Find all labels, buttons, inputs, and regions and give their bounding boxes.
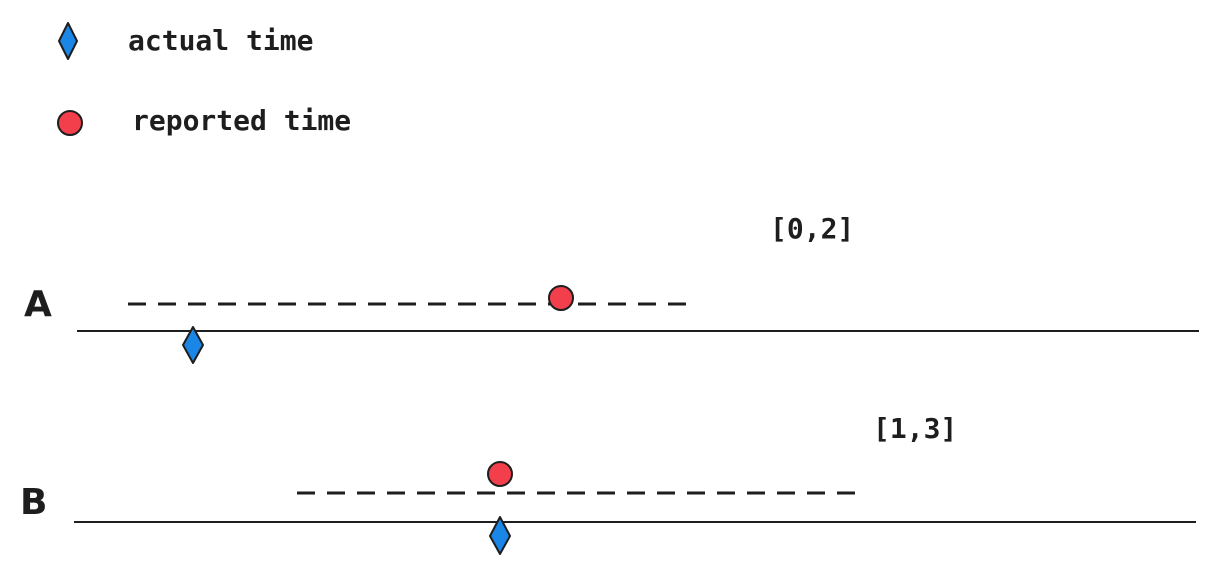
legend: actual time reported time	[57, 22, 351, 137]
row-a-actual-time-marker	[182, 326, 204, 364]
row-a-reported-time-marker	[548, 285, 574, 311]
row-a: A [0,2]	[24, 212, 1199, 364]
row-b-interval-label: [1,3]	[873, 412, 957, 445]
row-a-interval-label: [0,2]	[770, 212, 854, 245]
actual-time-diamond-icon	[58, 22, 78, 60]
reported-time-circle-icon	[57, 110, 83, 136]
row-b-reported-time-marker	[487, 461, 513, 487]
row-b-label: B	[20, 482, 47, 523]
row-b: B [1,3]	[20, 412, 1196, 555]
legend-actual-label: actual time	[128, 24, 313, 57]
legend-reported-label: reported time	[132, 104, 351, 137]
row-a-label: A	[24, 284, 52, 325]
row-b-actual-time-marker	[489, 516, 511, 555]
